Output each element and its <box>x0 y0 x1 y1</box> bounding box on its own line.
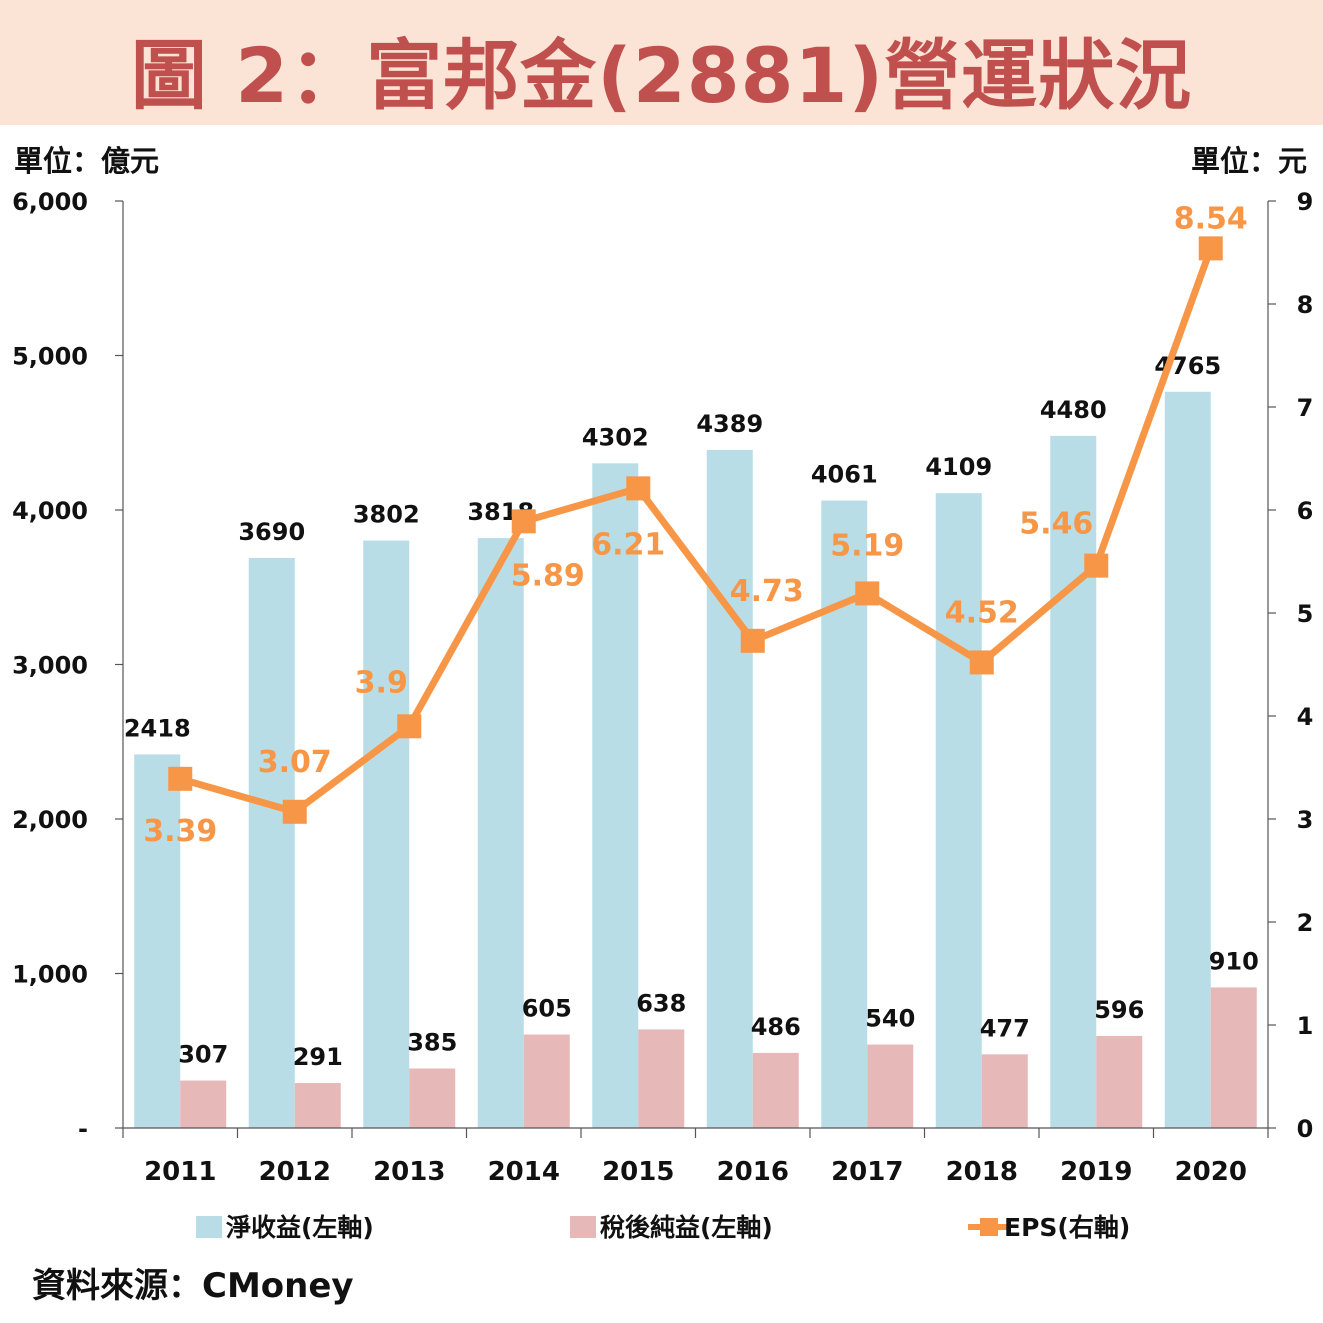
left-axis-unit: 單位：億元 <box>14 144 160 178</box>
title-band: 圖 2：富邦金(2881)營運狀況 <box>0 0 1323 125</box>
bar-net-revenue <box>248 557 295 1128</box>
left-tick-label: 3,000 <box>12 652 88 680</box>
data-label-eps: 3.9 <box>355 665 408 700</box>
bar-net-revenue <box>592 463 639 1128</box>
bar-net-income <box>1096 1035 1143 1128</box>
left-tick-label: 1,000 <box>12 961 88 989</box>
data-label-eps: 3.39 <box>143 814 217 849</box>
data-label-eps: 4.52 <box>945 595 1019 630</box>
data-label-net-revenue: 4480 <box>1040 396 1107 424</box>
data-label-eps: 8.54 <box>1174 201 1248 236</box>
bar-net-revenue <box>477 538 524 1128</box>
x-tick-label: 2012 <box>259 1157 331 1187</box>
bar-net-income <box>752 1052 799 1128</box>
bar-net-income <box>409 1068 456 1128</box>
right-tick-label: 3 <box>1297 806 1314 834</box>
data-label-net-revenue: 4302 <box>582 423 649 451</box>
bar-net-revenue <box>134 754 181 1128</box>
bar-net-income <box>981 1054 1028 1128</box>
data-label-eps: 6.21 <box>591 527 665 562</box>
data-label-eps: 5.89 <box>511 558 585 593</box>
eps-marker <box>740 628 765 653</box>
eps-marker <box>1198 236 1223 261</box>
eps-marker <box>626 476 651 501</box>
bar-net-income <box>867 1044 914 1128</box>
bar-net-revenue <box>363 540 410 1128</box>
right-tick-label: 9 <box>1297 188 1314 216</box>
eps-line <box>179 247 1215 816</box>
bar-net-income <box>523 1034 570 1128</box>
legend-swatch-net-income <box>570 1216 596 1238</box>
x-tick-label: 2017 <box>831 1157 903 1187</box>
data-label-net-income: 596 <box>1094 996 1144 1024</box>
data-label-net-income: 307 <box>178 1041 228 1069</box>
x-tick-label: 2015 <box>602 1157 674 1187</box>
data-label-net-revenue: 3802 <box>353 501 420 529</box>
right-tick-label: 4 <box>1297 703 1314 731</box>
legend-label-net-revenue: 淨收益(左軸) <box>226 1213 374 1242</box>
right-tick-label: 8 <box>1297 291 1314 319</box>
data-label-net-income: 486 <box>751 1013 801 1041</box>
chart-title: 圖 2：富邦金(2881)營運狀況 <box>130 31 1193 120</box>
eps-marker <box>397 714 422 739</box>
data-label-net-income: 385 <box>407 1029 457 1057</box>
eps-marker <box>511 509 536 534</box>
right-tick-label: 2 <box>1297 909 1314 937</box>
eps-marker <box>1084 553 1109 578</box>
data-label-net-income: 540 <box>865 1005 915 1033</box>
eps-marker <box>855 581 880 606</box>
bar-net-revenue <box>935 493 982 1128</box>
bar-net-revenue <box>706 449 753 1128</box>
left-tick-label: 2,000 <box>12 806 88 834</box>
x-tick-label: 2020 <box>1175 1157 1247 1187</box>
legend-swatch-net-revenue <box>196 1216 222 1238</box>
bar-net-income <box>180 1080 227 1128</box>
right-axis-unit: 單位：元 <box>1190 144 1307 178</box>
data-label-eps: 4.73 <box>730 574 804 609</box>
x-tick-label: 2016 <box>717 1157 789 1187</box>
right-tick-label: 6 <box>1297 497 1314 525</box>
data-label-eps: 5.46 <box>1019 507 1093 542</box>
right-tick-label: 1 <box>1297 1012 1314 1040</box>
x-tick-label: 2011 <box>144 1157 216 1187</box>
x-tick-label: 2014 <box>488 1157 560 1187</box>
right-tick-label: 5 <box>1297 600 1314 628</box>
left-tick-label: 6,000 <box>12 188 88 216</box>
data-label-net-revenue: 2418 <box>124 714 191 742</box>
data-label-net-income: 910 <box>1209 947 1259 975</box>
legend-label-eps: EPS(右軸) <box>1004 1213 1130 1242</box>
legend-label-net-income: 稅後純益(左軸) <box>600 1213 773 1242</box>
x-tick-label: 2019 <box>1060 1157 1132 1187</box>
eps-marker <box>969 650 994 675</box>
bar-net-revenue <box>1050 435 1097 1129</box>
eps-marker <box>282 799 307 824</box>
left-tick-label: 5,000 <box>12 343 88 371</box>
x-tick-label: 2018 <box>946 1157 1018 1187</box>
legend-marker-eps <box>980 1218 998 1236</box>
data-label-eps: 3.07 <box>258 745 332 780</box>
data-source: 資料來源：CMoney <box>32 1266 354 1306</box>
data-label-eps: 5.19 <box>830 528 904 563</box>
data-label-net-revenue: 4109 <box>925 453 992 481</box>
data-label-net-income: 605 <box>522 995 572 1023</box>
left-tick-label: - <box>78 1115 88 1143</box>
data-label-net-revenue: 4061 <box>811 461 878 489</box>
data-label-net-income: 291 <box>293 1043 343 1071</box>
right-tick-label: 0 <box>1297 1115 1314 1143</box>
bar-net-income <box>294 1083 341 1128</box>
bar-net-revenue <box>1164 391 1211 1128</box>
data-label-net-revenue: 3690 <box>238 518 305 546</box>
bar-net-income <box>1210 987 1257 1128</box>
left-tick-label: 4,000 <box>12 497 88 525</box>
data-label-net-revenue: 4389 <box>696 410 763 438</box>
bar-net-income <box>638 1029 685 1128</box>
right-tick-label: 7 <box>1297 394 1314 422</box>
x-tick-label: 2013 <box>373 1157 445 1187</box>
data-label-net-income: 477 <box>980 1014 1030 1042</box>
data-label-net-income: 638 <box>636 989 686 1017</box>
eps-marker <box>168 766 193 791</box>
